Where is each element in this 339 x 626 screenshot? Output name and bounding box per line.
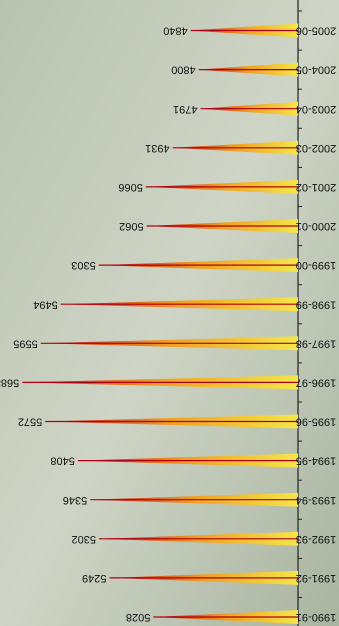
value-label: 5688 bbox=[0, 376, 19, 388]
y-tick-label: 1995-96 bbox=[296, 416, 336, 428]
y-tick-label: 1993-94 bbox=[296, 494, 336, 506]
y-tick-label: 1992-93 bbox=[296, 533, 336, 545]
y-tick-label: 2001-02 bbox=[296, 181, 336, 193]
value-label: 5303 bbox=[71, 259, 95, 271]
value-label: 5572 bbox=[18, 416, 42, 428]
value-label: 4791 bbox=[173, 103, 197, 115]
value-label: 4931 bbox=[145, 142, 169, 154]
value-label: 5066 bbox=[118, 181, 142, 193]
y-tick-label: 1996-97 bbox=[296, 376, 336, 388]
y-tick-label: 2005-06 bbox=[296, 25, 336, 37]
y-tick-label: 1998-99 bbox=[296, 298, 336, 310]
value-label: 5249 bbox=[82, 572, 106, 584]
value-label: 5408 bbox=[50, 455, 74, 467]
value-label: 5302 bbox=[71, 533, 95, 545]
y-tick-label: 1999-00 bbox=[296, 259, 336, 271]
value-label: 4800 bbox=[171, 64, 195, 76]
y-tick-label: 1997-98 bbox=[296, 337, 336, 349]
y-tick-label: 1990-91 bbox=[296, 611, 336, 623]
y-tick-label: 1991-92 bbox=[296, 572, 336, 584]
y-tick-label: 1994-95 bbox=[296, 455, 336, 467]
value-label: 5494 bbox=[33, 298, 57, 310]
value-label: 5028 bbox=[126, 611, 150, 623]
y-tick-label: 2003-04 bbox=[296, 103, 336, 115]
value-label: 5595 bbox=[13, 337, 37, 349]
y-tick-label: 2004-05 bbox=[296, 64, 336, 76]
y-tick-label: 2000-01 bbox=[296, 220, 336, 232]
value-label: 5346 bbox=[63, 494, 87, 506]
value-label: 4840 bbox=[163, 25, 187, 37]
y-tick-label: 2002-03 bbox=[296, 142, 336, 154]
value-label: 5062 bbox=[119, 220, 143, 232]
